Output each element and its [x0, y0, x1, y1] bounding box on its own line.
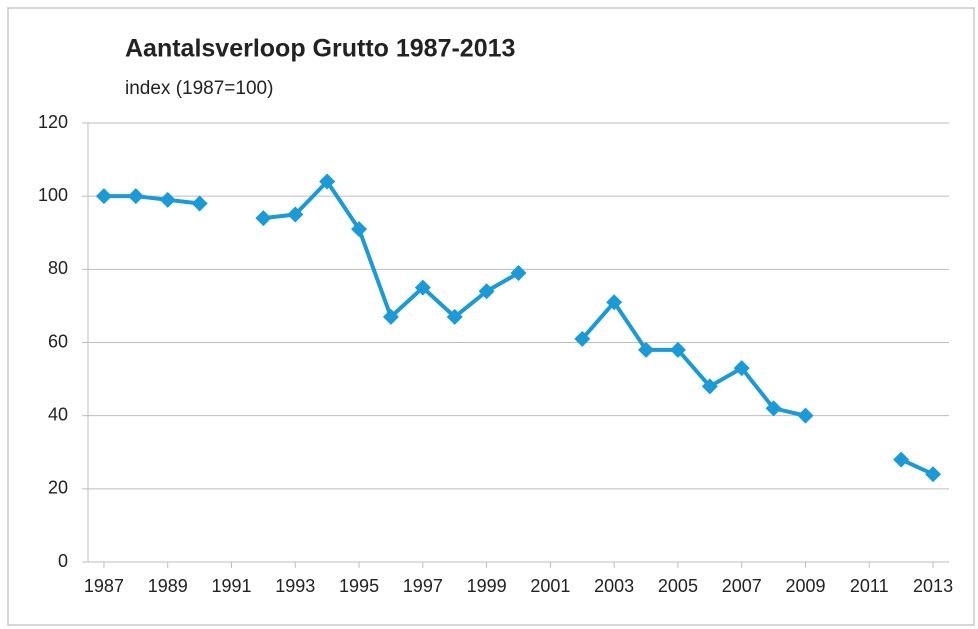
- y-tick-label: 0: [58, 551, 68, 571]
- x-tick-label: 1989: [148, 576, 188, 596]
- data-point: [510, 264, 527, 281]
- x-tick-label: 2001: [530, 576, 570, 596]
- chart-title: Aantalsverloop Grutto 1987-2013: [125, 35, 515, 63]
- data-point: [255, 210, 272, 227]
- x-tick-label: 2007: [722, 576, 762, 596]
- x-tick-label: 1997: [403, 576, 443, 596]
- x-tick-label: 2009: [785, 576, 825, 596]
- x-tick-label: 2005: [658, 576, 698, 596]
- data-point: [606, 294, 623, 311]
- data-point: [574, 330, 591, 347]
- x-tick-label: 2003: [594, 576, 634, 596]
- x-tick-label: 1995: [339, 576, 379, 596]
- y-tick-label: 120: [38, 112, 68, 132]
- x-tick-label: 1991: [211, 576, 251, 596]
- data-point: [159, 191, 176, 208]
- x-tick-label: 2011: [850, 576, 889, 596]
- data-point: [765, 400, 782, 417]
- data-point: [669, 341, 686, 358]
- chart-frame: [7, 7, 975, 626]
- y-tick-label: 20: [48, 478, 68, 498]
- y-tick-label: 80: [48, 258, 68, 278]
- x-tick-label: 1987: [84, 576, 124, 596]
- data-point: [797, 407, 814, 424]
- y-tick-label: 40: [48, 404, 68, 424]
- data-point: [127, 188, 144, 205]
- y-tick-label: 60: [48, 331, 68, 351]
- data-point: [382, 308, 399, 325]
- x-tick-label: 1993: [275, 576, 315, 596]
- data-point: [925, 466, 942, 483]
- data-point: [191, 195, 208, 212]
- y-tick-label: 100: [38, 185, 68, 205]
- data-point: [638, 341, 655, 358]
- data-point: [414, 279, 431, 296]
- data-point: [733, 360, 750, 377]
- data-point: [893, 451, 910, 468]
- data-point: [701, 378, 718, 395]
- x-tick-label: 1999: [467, 576, 507, 596]
- data-point: [95, 188, 112, 205]
- data-point: [478, 283, 495, 300]
- chart-subtitle: index (1987=100): [125, 78, 273, 99]
- data-point: [287, 206, 304, 223]
- data-point: [446, 308, 463, 325]
- data-point: [319, 173, 336, 190]
- data-point: [351, 221, 368, 238]
- x-tick-label: 2013: [913, 576, 953, 596]
